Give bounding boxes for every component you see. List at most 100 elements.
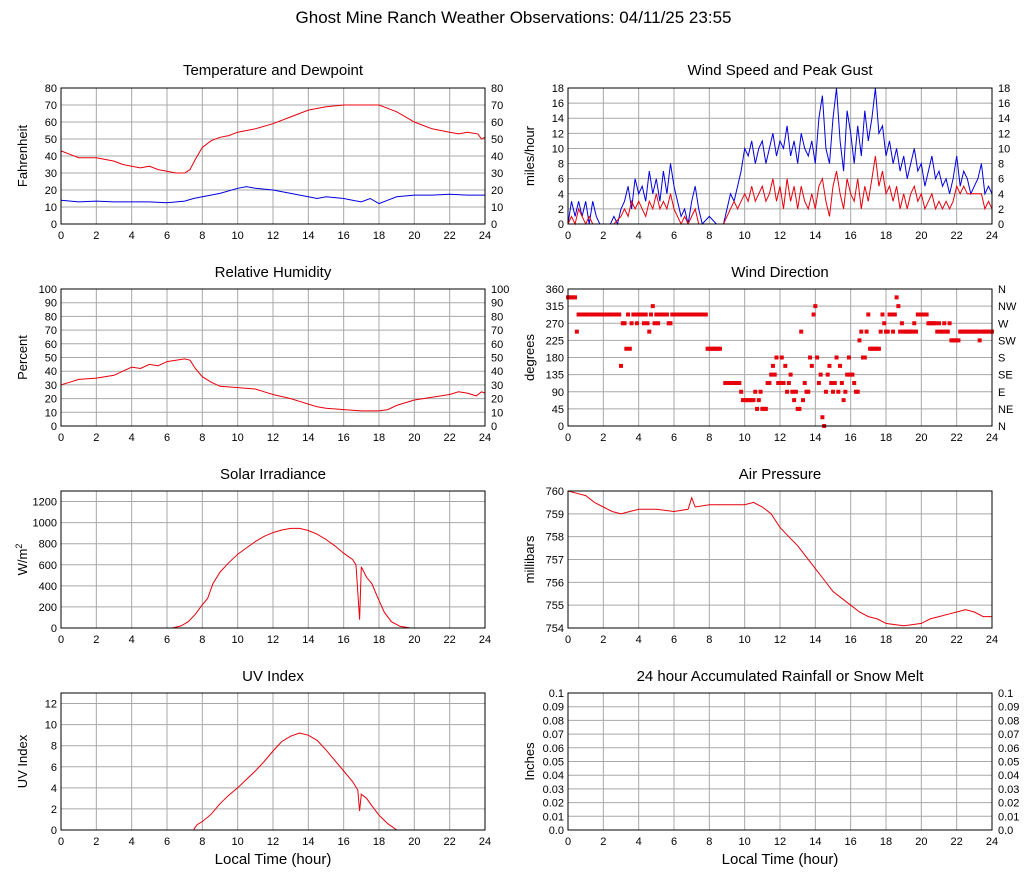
x-tick-label: 12 <box>267 230 279 242</box>
y-tick-label-right: 0 <box>491 219 497 231</box>
y-tick-label: 10 <box>45 407 57 419</box>
x-tick-label: 12 <box>774 432 786 444</box>
direction-point <box>737 380 742 385</box>
x-tick-label: 18 <box>373 432 385 444</box>
x-tick-label: 12 <box>774 836 786 848</box>
y-tick-label: 800 <box>39 539 57 551</box>
y-tick-label: 0 <box>51 825 57 837</box>
x-tick-label: 16 <box>845 634 857 646</box>
x-tick-label: 18 <box>373 634 385 646</box>
direction-point <box>763 406 768 411</box>
plot-frame <box>567 87 993 225</box>
x-tick-label: 0 <box>565 230 571 242</box>
direction-point <box>947 321 952 326</box>
x-tick-label: 0 <box>58 432 64 444</box>
direction-point <box>829 380 834 385</box>
y-tick-label-right: SE <box>998 370 1013 382</box>
x-tick-label: 6 <box>164 634 170 646</box>
x-tick-label: 20 <box>408 836 420 848</box>
y-tick-label: 80 <box>45 311 57 323</box>
direction-point <box>956 338 961 343</box>
y-tick-label-right: 20 <box>491 185 503 197</box>
y-axis-label-superscript: 2 <box>14 544 24 549</box>
x-tick-label: 8 <box>706 634 712 646</box>
x-tick-label: 4 <box>636 836 642 848</box>
y-tick-label: 8 <box>558 159 564 171</box>
y-tick-label-right: 10 <box>491 202 503 214</box>
plot-frame <box>60 692 486 831</box>
direction-point <box>652 321 657 326</box>
y-tick-label: 760 <box>546 486 564 498</box>
direction-point <box>629 321 634 326</box>
series-line <box>567 87 993 226</box>
direction-point <box>889 312 894 317</box>
direction-point <box>788 372 793 377</box>
x-tick-label: 6 <box>671 230 677 242</box>
y-tick-label: 4 <box>51 783 57 795</box>
y-tick-label: 2 <box>558 204 564 216</box>
y-tick-label: 6 <box>51 762 57 774</box>
y-tick-label: 30 <box>45 380 57 392</box>
direction-point <box>914 329 919 334</box>
y-tick-label: 90 <box>45 298 57 310</box>
y-tick-label: 8 <box>51 741 57 753</box>
x-tick-label: 22 <box>951 634 963 646</box>
y-tick-label: 756 <box>546 577 564 589</box>
direction-point <box>624 346 629 351</box>
y-tick-label: 225 <box>546 335 564 347</box>
direction-point <box>654 312 659 317</box>
y-tick-label-right: 6 <box>998 174 1004 186</box>
y-tick-label: 50 <box>45 134 57 146</box>
direction-point <box>668 321 673 326</box>
y-tick-label-right: 0.04 <box>998 770 1019 782</box>
direction-point <box>786 380 791 385</box>
x-tick-label: 18 <box>373 836 385 848</box>
y-tick-label: 12 <box>45 699 57 711</box>
y-tick-label-right: 0.05 <box>998 757 1019 769</box>
chart-title: Temperature and Dewpoint <box>183 62 364 79</box>
y-tick-label: 360 <box>546 284 564 296</box>
x-tick-label: 22 <box>951 230 963 242</box>
y-tick-label: 90 <box>552 387 564 399</box>
x-tick-label: 20 <box>408 432 420 444</box>
direction-point <box>767 380 772 385</box>
chart-title: Air Pressure <box>739 466 822 483</box>
x-tick-label: 20 <box>915 230 927 242</box>
x-tick-label: 22 <box>951 432 963 444</box>
plot-frame <box>60 87 486 225</box>
x-tick-label: 8 <box>199 432 205 444</box>
direction-point <box>912 321 917 326</box>
direction-point <box>823 389 828 394</box>
x-tick-label: 6 <box>671 432 677 444</box>
y-tick-label: 0 <box>51 219 57 231</box>
y-tick-label-right: SW <box>998 335 1016 347</box>
y-tick-label: 270 <box>546 318 564 330</box>
direction-point <box>832 380 837 385</box>
y-tick-label-right: 80 <box>491 83 503 95</box>
direction-point <box>885 329 890 334</box>
direction-point <box>834 355 839 360</box>
direction-point <box>816 380 821 385</box>
direction-point <box>841 398 846 403</box>
y-tick-label-right: N <box>998 421 1006 433</box>
y-tick-label: 0.01 <box>543 811 564 823</box>
x-tick-label: 8 <box>199 634 205 646</box>
y-tick-label: 0.04 <box>543 770 564 782</box>
direction-point <box>626 312 631 317</box>
y-tick-label: 0.05 <box>543 757 564 769</box>
y-tick-label: 0.09 <box>543 702 564 714</box>
series-line <box>60 186 485 205</box>
direction-point <box>806 389 811 394</box>
direction-point <box>880 312 885 317</box>
direction-point <box>800 398 805 403</box>
x-tick-label: 24 <box>986 432 998 444</box>
direction-point <box>910 329 915 334</box>
y-tick-label: 400 <box>39 581 57 593</box>
x-tick-label: 12 <box>774 230 786 242</box>
chart-title: Wind Direction <box>731 264 829 281</box>
chart-title: Solar Irradiance <box>220 466 326 483</box>
y-tick-label-right: 10 <box>998 143 1010 155</box>
y-tick-label: 0 <box>558 421 564 433</box>
